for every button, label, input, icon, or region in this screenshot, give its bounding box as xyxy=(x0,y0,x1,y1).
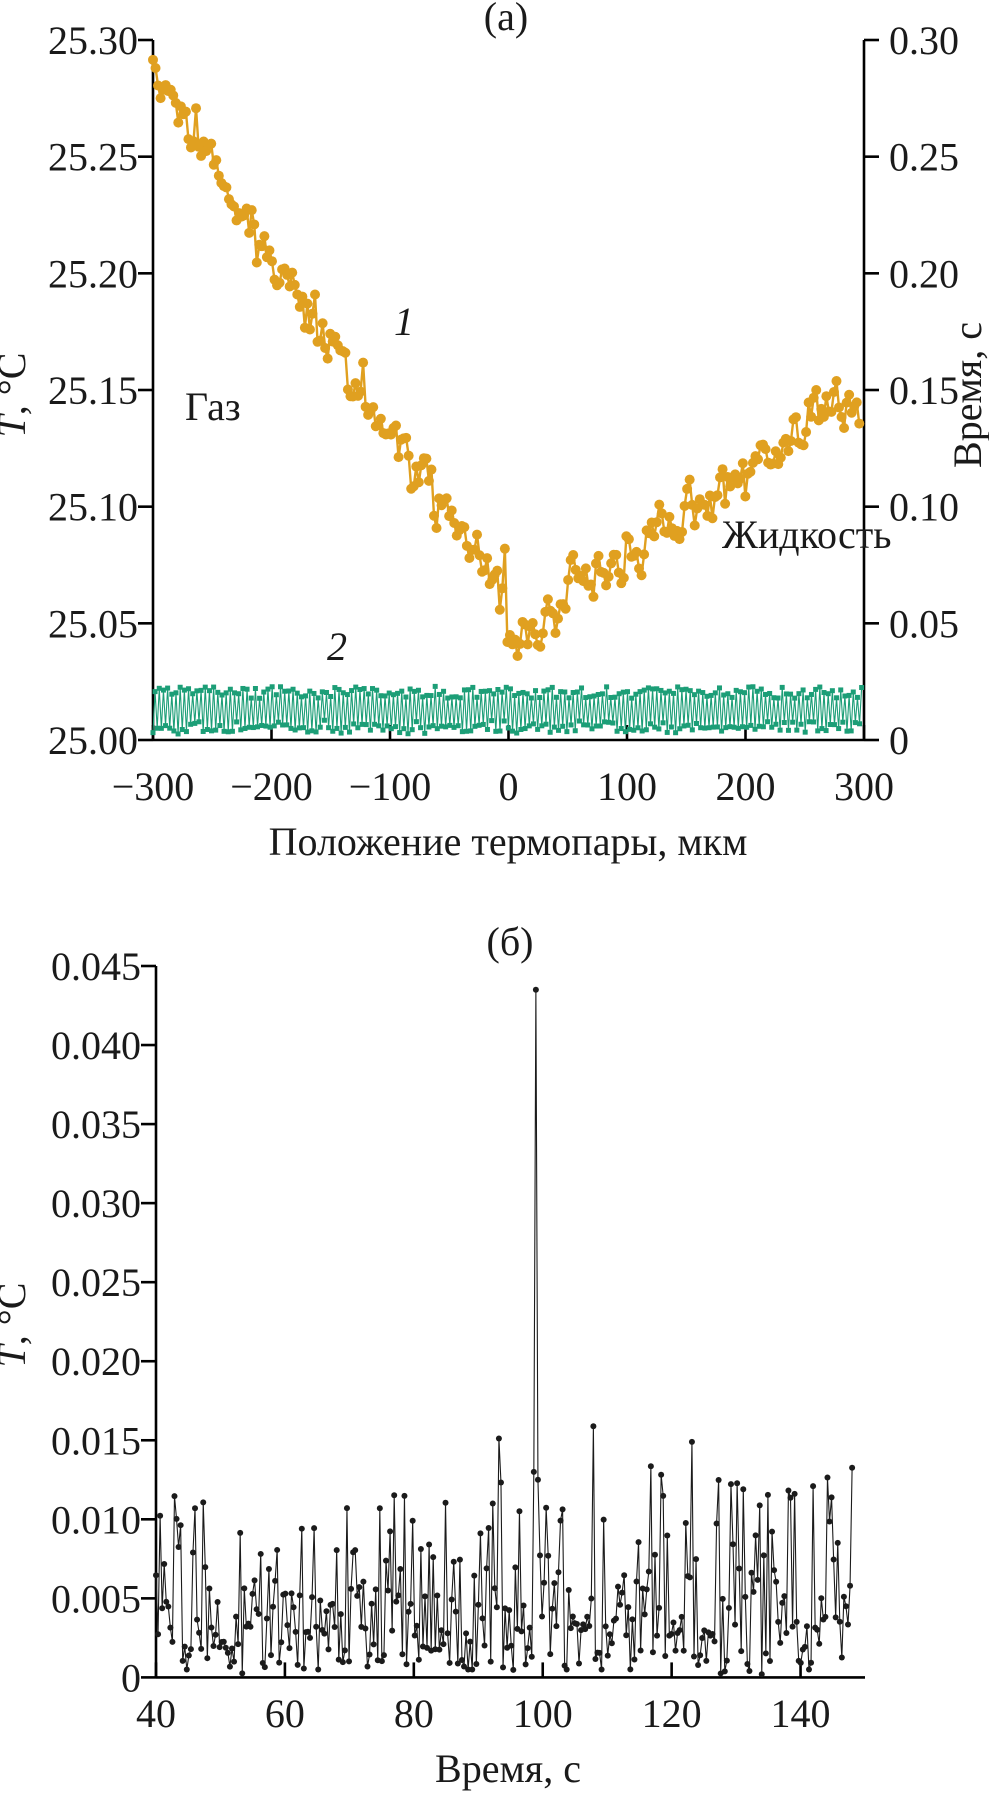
svg-text:0.010: 0.010 xyxy=(51,1497,141,1542)
svg-text:25.30: 25.30 xyxy=(48,18,138,63)
svg-text:40: 40 xyxy=(136,1691,176,1736)
svg-text:−100: −100 xyxy=(349,764,432,809)
svg-text:0.025: 0.025 xyxy=(51,1260,141,1305)
svg-text:Положение термопары, мкм: Положение термопары, мкм xyxy=(269,819,748,864)
svg-text:25.00: 25.00 xyxy=(48,718,138,763)
svg-text:25.20: 25.20 xyxy=(48,251,138,296)
svg-text:0: 0 xyxy=(499,764,519,809)
svg-text:0.035: 0.035 xyxy=(51,1102,141,1147)
svg-text:25.15: 25.15 xyxy=(48,368,138,413)
svg-text:200: 200 xyxy=(716,764,776,809)
svg-text:0.20: 0.20 xyxy=(889,251,959,296)
svg-text:25.05: 25.05 xyxy=(48,601,138,646)
svg-text:T, °C: T, °C xyxy=(0,1283,34,1368)
svg-text:T, °C: T, °C xyxy=(0,353,34,438)
svg-text:300: 300 xyxy=(834,764,894,809)
svg-text:Газ: Газ xyxy=(185,384,241,429)
svg-text:0.25: 0.25 xyxy=(889,135,959,180)
svg-text:Время, с: Время, с xyxy=(945,322,989,468)
svg-text:Время, с: Время, с xyxy=(435,1746,581,1791)
svg-text:Жидкость: Жидкость xyxy=(722,512,891,557)
svg-text:140: 140 xyxy=(771,1691,831,1736)
svg-text:0.30: 0.30 xyxy=(889,18,959,63)
svg-text:120: 120 xyxy=(642,1691,702,1736)
svg-text:0.030: 0.030 xyxy=(51,1181,141,1226)
svg-text:60: 60 xyxy=(265,1691,305,1736)
svg-text:2: 2 xyxy=(327,624,347,669)
svg-text:0.045: 0.045 xyxy=(51,944,141,989)
svg-text:−200: −200 xyxy=(230,764,313,809)
svg-text:25.25: 25.25 xyxy=(48,135,138,180)
svg-text:0.05: 0.05 xyxy=(889,601,959,646)
svg-text:(б): (б) xyxy=(487,919,534,964)
svg-text:0.020: 0.020 xyxy=(51,1339,141,1384)
svg-text:(a): (a) xyxy=(484,0,528,39)
svg-text:0.10: 0.10 xyxy=(889,485,959,530)
svg-text:100: 100 xyxy=(597,764,657,809)
svg-text:0.040: 0.040 xyxy=(51,1023,141,1068)
svg-text:0: 0 xyxy=(889,718,909,763)
svg-text:25.10: 25.10 xyxy=(48,485,138,530)
svg-text:0.005: 0.005 xyxy=(51,1576,141,1621)
svg-text:−300: −300 xyxy=(112,764,195,809)
svg-text:80: 80 xyxy=(394,1691,434,1736)
svg-text:1: 1 xyxy=(394,299,414,344)
svg-text:0.015: 0.015 xyxy=(51,1418,141,1463)
svg-text:100: 100 xyxy=(513,1691,573,1736)
